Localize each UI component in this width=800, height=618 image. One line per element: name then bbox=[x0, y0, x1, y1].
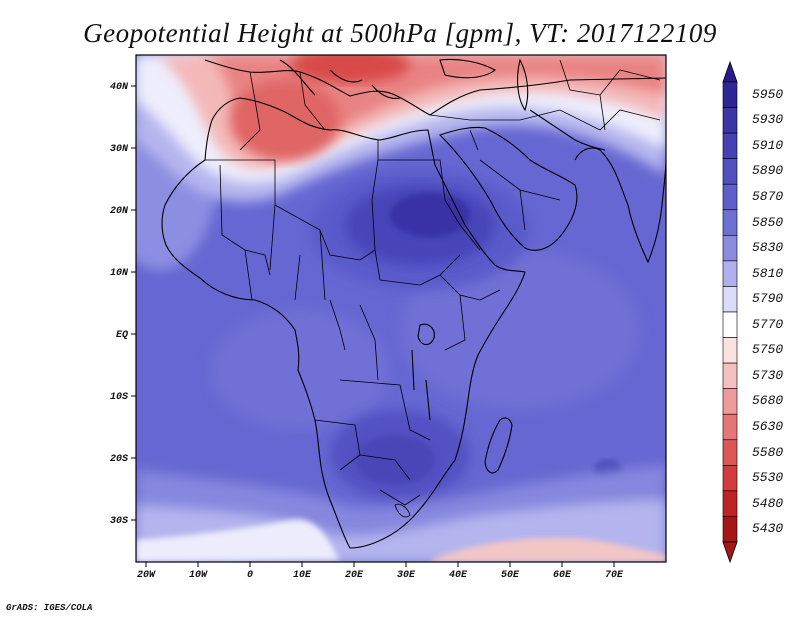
border-sahel bbox=[269, 204, 326, 301]
black-sea bbox=[439, 58, 496, 79]
x-tick-label: 60E bbox=[553, 570, 572, 581]
colorbar-swatch bbox=[722, 362, 738, 389]
border-south bbox=[314, 419, 421, 506]
caspian-sea bbox=[516, 58, 529, 112]
credit-text: GrADS: IGES/COLA bbox=[6, 603, 93, 613]
border-central-asia bbox=[559, 59, 661, 131]
y-tick-label: 10N bbox=[110, 268, 129, 279]
colorbar-swatch bbox=[722, 209, 738, 236]
border-west bbox=[219, 164, 271, 301]
x-tick-label: 20E bbox=[345, 570, 364, 581]
x-tick-label: 10W bbox=[189, 570, 208, 581]
high-center-core bbox=[390, 193, 470, 237]
colorbar-swatch bbox=[722, 183, 738, 211]
colorbar-swatch bbox=[722, 107, 738, 134]
x-tick-label: 40E bbox=[449, 570, 468, 581]
colorbar-level-label: 5850 bbox=[752, 214, 784, 230]
tick-marks bbox=[131, 85, 615, 567]
lesotho bbox=[394, 503, 411, 518]
colorbar-swatch bbox=[722, 260, 738, 287]
border-horn bbox=[439, 274, 501, 351]
field-patch bbox=[400, 250, 640, 410]
trough-red bbox=[230, 80, 340, 160]
africa-coast bbox=[161, 97, 526, 549]
map-frame bbox=[135, 54, 667, 563]
colorbar-level-label: 5810 bbox=[752, 265, 784, 281]
y-tick-labels: 40N 30N 20N 10N EQ 10S 20S 30S bbox=[110, 82, 129, 527]
border-arabia bbox=[469, 129, 561, 231]
colorbar-swatch bbox=[722, 413, 738, 441]
border-central bbox=[329, 299, 431, 441]
x-tick-label: 70E bbox=[605, 570, 624, 581]
europe-coast bbox=[204, 59, 666, 116]
colorbar-level-label: 5480 bbox=[752, 495, 784, 511]
x-tick-labels: 20W 10W 0 10E 20E 30E 40E 50E 60E 70E bbox=[137, 570, 624, 581]
colorbar-level-label: 5750 bbox=[752, 342, 784, 358]
border-sahara bbox=[205, 140, 379, 261]
x-tick-label: 10E bbox=[293, 570, 312, 581]
colorbar-swatch bbox=[722, 465, 738, 492]
map-title: Geopotential Height at 500hPa [gpm], VT:… bbox=[83, 18, 717, 48]
rift-lakes bbox=[411, 349, 431, 421]
europe-islands bbox=[279, 59, 401, 99]
country-borders bbox=[205, 59, 661, 518]
y-tick-label: 30S bbox=[110, 516, 128, 527]
arabia-coast bbox=[438, 126, 578, 251]
coastlines bbox=[161, 58, 666, 549]
lake-victoria bbox=[417, 323, 435, 346]
colorbar-level-label: 5680 bbox=[752, 393, 784, 409]
colorbar-bottom-arrow bbox=[722, 541, 738, 564]
colorbar-swatch bbox=[722, 490, 738, 517]
colorbar-level-label: 5730 bbox=[752, 367, 784, 383]
colorbar-swatch bbox=[722, 286, 738, 313]
colorbar-swatch bbox=[722, 516, 738, 543]
madagascar-coast bbox=[484, 417, 513, 474]
colorbar-swatch bbox=[722, 235, 738, 262]
india-coast bbox=[574, 147, 666, 264]
colorbar-swatch bbox=[722, 81, 738, 108]
south-band-pink bbox=[430, 537, 666, 562]
colorbar-level-label: 5630 bbox=[752, 419, 784, 434]
iran-coast bbox=[529, 109, 606, 151]
colorbar-level-label: 5430 bbox=[752, 521, 784, 537]
x-tick-label: 20W bbox=[137, 570, 156, 581]
colorbar-level-label: 5580 bbox=[752, 444, 784, 460]
y-tick-label: 40N bbox=[110, 82, 129, 93]
colorbar-level-label: 5910 bbox=[752, 137, 784, 153]
colorbar-level-label: 5890 bbox=[752, 163, 784, 179]
colorbar-level-label: 5930 bbox=[752, 112, 784, 128]
colorbar-swatch bbox=[722, 439, 738, 466]
colorbar-swatch bbox=[722, 388, 738, 415]
colorbar-swatch bbox=[722, 311, 738, 338]
colorbar-swatch bbox=[722, 132, 738, 159]
colorbar-top-arrow bbox=[722, 60, 738, 83]
colorbar-level-label: 5790 bbox=[752, 291, 784, 307]
colorbar-level-label: 5830 bbox=[752, 240, 784, 256]
trough-dark bbox=[290, 55, 410, 83]
x-tick-label: 30E bbox=[397, 570, 416, 581]
colorbar bbox=[722, 60, 738, 564]
colorbar-level-label: 5950 bbox=[752, 86, 784, 102]
border-middle-east bbox=[429, 109, 661, 131]
field-patch bbox=[210, 310, 390, 430]
map-field bbox=[136, 55, 666, 562]
border-sudan bbox=[374, 159, 481, 286]
y-tick-label: 30N bbox=[110, 144, 129, 155]
colorbar-swatch bbox=[722, 337, 738, 364]
colorbar-level-label: 5870 bbox=[752, 189, 784, 204]
border-north-africa bbox=[239, 71, 326, 151]
colorbar-level-label: 5530 bbox=[752, 470, 784, 486]
x-tick-label: 0 bbox=[247, 570, 253, 581]
y-tick-label: 20S bbox=[110, 454, 128, 465]
y-tick-label: 20N bbox=[110, 206, 129, 217]
south-band-white bbox=[136, 519, 340, 562]
colorbar-level-label: 5770 bbox=[752, 316, 784, 332]
y-tick-label: 10S bbox=[110, 392, 128, 403]
y-tick-label: EQ bbox=[116, 330, 128, 341]
x-tick-label: 50E bbox=[501, 570, 520, 581]
colorbar-swatch bbox=[722, 158, 738, 185]
